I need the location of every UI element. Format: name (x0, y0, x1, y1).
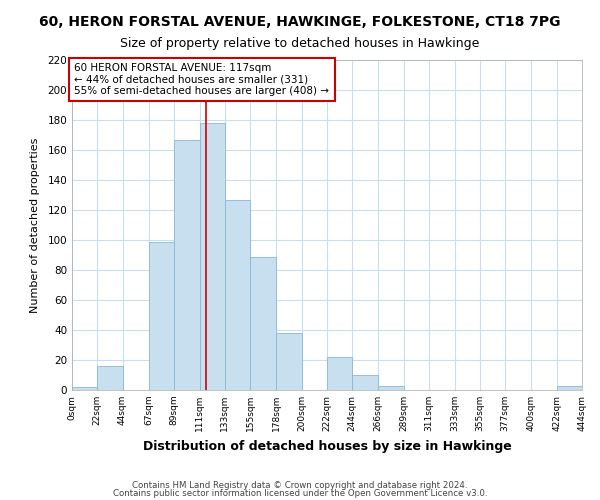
Bar (174, 140, 199, 390)
Bar (377, 386, 404, 390)
Bar (352, 375, 377, 390)
Bar (199, 123, 225, 390)
Bar (149, 242, 174, 390)
Bar (97, 366, 122, 390)
Bar (225, 200, 250, 390)
X-axis label: Distribution of detached houses by size in Hawkinge: Distribution of detached houses by size … (143, 440, 511, 452)
Text: 60, HERON FORSTAL AVENUE, HAWKINGE, FOLKESTONE, CT18 7PG: 60, HERON FORSTAL AVENUE, HAWKINGE, FOLK… (39, 15, 561, 29)
Text: Contains public sector information licensed under the Open Government Licence v3: Contains public sector information licen… (113, 489, 487, 498)
Bar (327, 357, 352, 390)
Bar (277, 333, 302, 390)
Text: 60 HERON FORSTAL AVENUE: 117sqm
← 44% of detached houses are smaller (331)
55% o: 60 HERON FORSTAL AVENUE: 117sqm ← 44% of… (74, 63, 329, 96)
Bar (557, 386, 582, 390)
Bar (250, 256, 277, 390)
Text: Contains HM Land Registry data © Crown copyright and database right 2024.: Contains HM Land Registry data © Crown c… (132, 480, 468, 490)
Y-axis label: Number of detached properties: Number of detached properties (31, 138, 40, 312)
Bar (72, 387, 97, 390)
Text: Size of property relative to detached houses in Hawkinge: Size of property relative to detached ho… (121, 38, 479, 51)
